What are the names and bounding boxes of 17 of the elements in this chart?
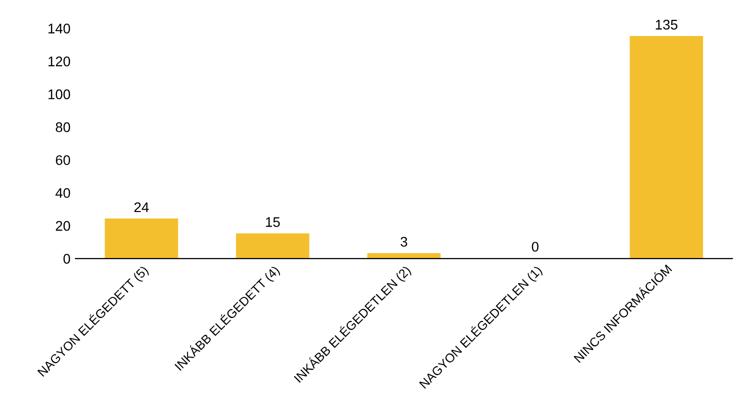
bar (236, 233, 310, 259)
bar (104, 218, 178, 259)
y-tick-label: 100 (48, 89, 70, 100)
data-label: 3 (400, 236, 408, 247)
data-label: 15 (266, 217, 280, 227)
y-tick-label: 60 (56, 155, 70, 166)
y-tick-label: 80 (56, 122, 70, 132)
data-label: 0 (532, 242, 538, 252)
y-tick-label: 140 (48, 24, 70, 34)
bar (630, 36, 704, 259)
y-tick-label: 40 (56, 188, 70, 198)
y-tick-label: 120 (48, 56, 70, 66)
bar (367, 253, 441, 259)
y-tick-label: 20 (56, 220, 70, 231)
data-label: 135 (656, 20, 678, 30)
data-label: 24 (134, 202, 149, 212)
y-tick-label: 0 (63, 254, 70, 264)
